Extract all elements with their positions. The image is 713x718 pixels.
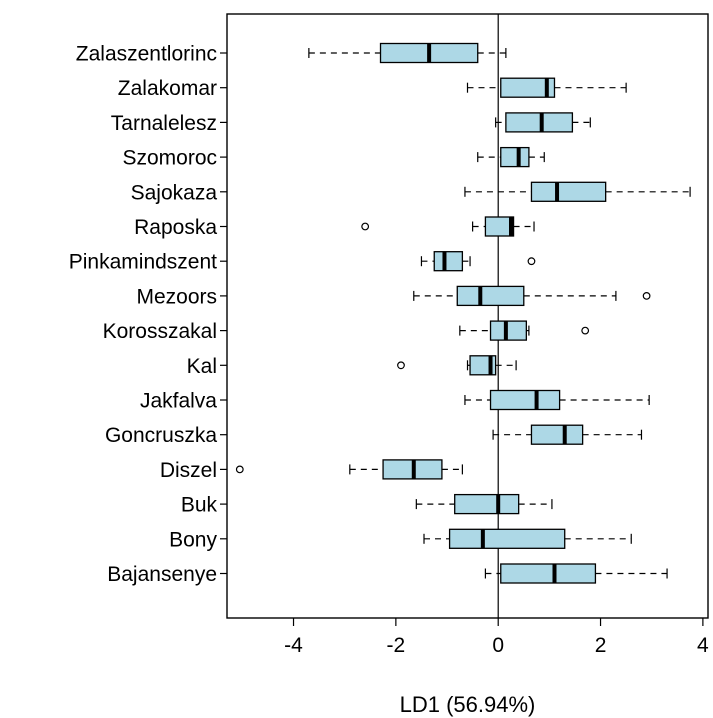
x-tick-label: -2 bbox=[387, 634, 406, 657]
y-tick-label: Diszel bbox=[160, 459, 217, 482]
iqr-box bbox=[500, 146, 530, 168]
x-axis-title: LD1 (56.94%) bbox=[400, 692, 536, 717]
box-diszel bbox=[235, 459, 463, 480]
iqr-box bbox=[456, 285, 525, 307]
box-tarnalelesz bbox=[495, 112, 591, 133]
y-tick-label: Zalaszentlorinc bbox=[76, 43, 217, 66]
box-szomoroc bbox=[477, 146, 545, 168]
box-bony bbox=[423, 528, 632, 549]
outlier-point bbox=[361, 222, 370, 231]
box-pinkamindszent bbox=[420, 251, 536, 272]
box-zalakomar bbox=[466, 77, 627, 98]
iqr-box bbox=[484, 216, 515, 237]
outlier-point bbox=[527, 257, 536, 266]
y-tick-label: Buk bbox=[181, 494, 218, 517]
iqr-box bbox=[500, 563, 597, 584]
x-tick-label: -4 bbox=[284, 634, 303, 657]
y-tick-label: Raposka bbox=[134, 216, 217, 239]
outlier-point bbox=[581, 326, 590, 335]
iqr-box bbox=[433, 251, 464, 272]
x-axis: -4 -2 0 2 4 bbox=[284, 618, 709, 657]
outlier-point bbox=[642, 292, 651, 300]
y-tick-label: Tarnalelesz bbox=[111, 112, 217, 135]
box-korosszakal bbox=[459, 320, 590, 341]
outlier-point bbox=[397, 361, 405, 370]
boxplot-series bbox=[235, 42, 691, 584]
y-tick-label: Kal bbox=[187, 355, 217, 378]
y-tick-label: Mezoors bbox=[136, 285, 217, 308]
box-kal bbox=[397, 355, 517, 376]
box-bajansenye bbox=[484, 563, 668, 584]
box-goncruszka bbox=[492, 424, 643, 445]
iqr-box bbox=[505, 112, 574, 133]
iqr-box bbox=[530, 424, 584, 445]
x-tick-label: 0 bbox=[492, 634, 504, 657]
box-buk bbox=[415, 493, 553, 515]
y-tick-label: Goncruszka bbox=[105, 424, 217, 447]
iqr-box bbox=[530, 181, 607, 202]
box-sajokaza bbox=[464, 181, 691, 202]
box-jakfalva bbox=[464, 389, 650, 411]
box-raposka bbox=[361, 216, 535, 237]
box-mezoors bbox=[413, 285, 651, 307]
y-tick-label: Bony bbox=[169, 528, 217, 551]
iqr-box bbox=[454, 493, 520, 515]
plot-frame bbox=[226, 13, 709, 619]
iqr-box bbox=[448, 528, 566, 549]
y-tick-label: Bajansenye bbox=[107, 563, 217, 586]
x-tick-label: 2 bbox=[595, 634, 607, 657]
outlier-point bbox=[235, 465, 244, 474]
y-tick-label: Jakfalva bbox=[140, 390, 217, 413]
y-tick-label: Korosszakal bbox=[103, 320, 217, 343]
y-axis-category-labels: Zalaszentlorinc Zalakomar Tarnalelesz Szomo… bbox=[69, 43, 227, 586]
iqr-box bbox=[489, 389, 561, 411]
iqr-box bbox=[489, 320, 527, 341]
y-tick-label: Sajokaza bbox=[131, 181, 218, 204]
x-tick-label: 4 bbox=[697, 634, 709, 657]
y-tick-label: Pinkamindszent bbox=[69, 251, 217, 274]
y-tick-label: Zalakomar bbox=[118, 77, 217, 100]
y-tick-label: Szomoroc bbox=[122, 147, 217, 170]
box-zalaszentlorinc bbox=[308, 42, 507, 64]
iqr-box bbox=[500, 77, 556, 98]
